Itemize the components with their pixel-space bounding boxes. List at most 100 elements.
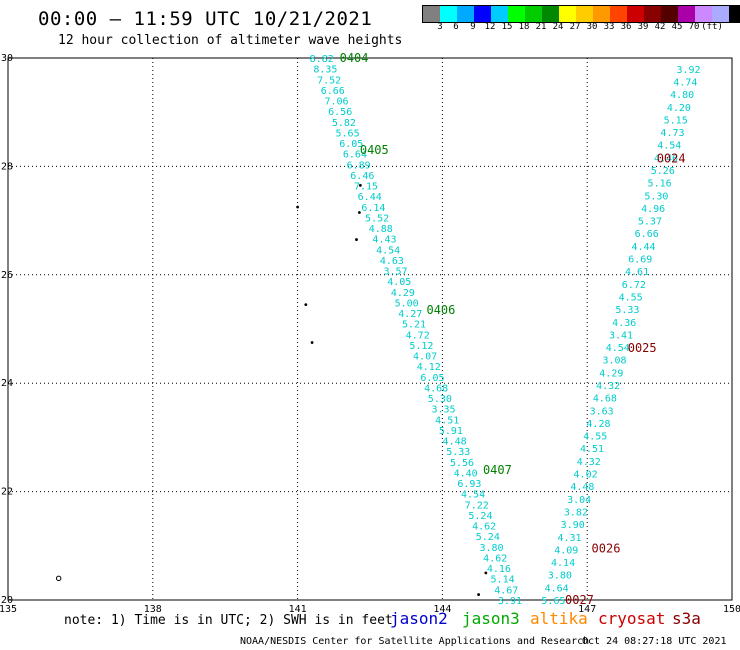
longitude-tick-label: 150 — [723, 604, 740, 615]
wave-height-value: 6.44 — [358, 192, 382, 203]
colorbar-swatch — [729, 6, 740, 22]
colorbar-swatch — [474, 6, 491, 22]
wave-height-value: 3.57 — [384, 267, 408, 278]
colorbar-swatch — [525, 6, 542, 22]
wave-height-value: 4.46 — [654, 153, 678, 164]
colorbar-swatch — [627, 6, 644, 22]
colorbar-labels: 3 6 9 12 15 18 21 24 27 30 33 36 39 42 45 70 (ft) — [422, 22, 740, 34]
wave-height-value: 5.65 — [541, 596, 565, 607]
wave-height-value: 3.08 — [603, 356, 627, 367]
longitude-tick-label: 147 — [578, 604, 596, 615]
wave-height-value: 4.64 — [545, 583, 569, 594]
colorbar-swatch — [457, 6, 474, 22]
wave-height-value: 3.91 — [498, 596, 522, 607]
wave-height-value: 5.52 — [365, 213, 389, 224]
wave-height-value: 5.14 — [491, 575, 515, 586]
longitude-tick-label: 135 — [0, 604, 17, 615]
wave-height-value: 4.51 — [580, 444, 604, 455]
wave-height-value: 5.91 — [439, 426, 463, 437]
island-marker — [55, 575, 62, 582]
latitude-tick-label: 30 — [1, 53, 13, 64]
footer-note: note: 1) Time is in UTC; 2) SWH is in fe… — [64, 613, 393, 628]
colorbar-swatch — [678, 6, 695, 22]
wave-height-value: 6.05 — [420, 373, 444, 384]
wave-height-value: 3.04 — [567, 495, 591, 506]
wave-height-value: 5.21 — [402, 320, 426, 331]
colorbar-label: 45 — [671, 22, 683, 32]
wave-height-value: 4.54 — [461, 490, 485, 501]
wave-height-value: 5.26 — [651, 166, 675, 177]
wave-height-value: 7.06 — [324, 97, 348, 108]
wave-height-value: 4.31 — [557, 533, 581, 544]
wave-height-value: 4.20 — [667, 103, 691, 114]
wave-height-value: 5.12 — [409, 341, 433, 352]
colorbar-swatch — [559, 6, 576, 22]
wave-height-value: 3.41 — [609, 330, 633, 341]
wave-height-value: 4.14 — [551, 558, 575, 569]
island-marker — [296, 205, 299, 209]
pass-number-label: 0026 — [592, 542, 621, 556]
colorbar-swatch — [712, 6, 729, 22]
wave-height-value: 5.65 — [336, 128, 360, 139]
island-marker — [357, 211, 361, 214]
wave-height-value: 4.44 — [631, 242, 655, 253]
wave-height-value: 5.24 — [476, 532, 500, 543]
pass-number-label: 0404 — [340, 51, 369, 65]
wave-height-value: 6.64 — [343, 150, 367, 161]
pass-number-label: 0024 — [657, 151, 686, 165]
wave-height-value: 7.15 — [354, 182, 378, 193]
wave-height-value: 4.32 — [596, 381, 620, 392]
wave-height-value: 4.12 — [417, 362, 441, 373]
wave-height-value: 3.90 — [561, 520, 585, 531]
wave-height-value: 4.68 — [424, 383, 448, 394]
wave-height-value: 4.29 — [391, 288, 415, 299]
colorbar-label: 30 — [586, 22, 598, 32]
colorbar-label: (ft) — [701, 22, 723, 32]
wave-height-value: 4.43 — [372, 235, 396, 246]
island-marker — [477, 593, 480, 596]
wave-height-value: 4.62 — [472, 522, 496, 533]
colorbar-label: 33 — [603, 22, 615, 32]
wave-height-value: 4.36 — [612, 318, 636, 329]
wave-height-value: 4.55 — [583, 432, 607, 443]
wave-height-value: 5.33 — [615, 305, 639, 316]
map-subtitle: 12 hour collection of altimeter wave hei… — [58, 33, 403, 48]
colorbar-label: 6 — [453, 22, 459, 32]
wave-height-value: 4.72 — [406, 330, 430, 341]
wave-height-value: 6.14 — [361, 203, 385, 214]
colorbar-swatch — [644, 6, 661, 22]
colorbar-swatch — [508, 6, 525, 22]
pass-number-label: 0407 — [483, 463, 512, 477]
legend-s3a: s3a — [672, 609, 701, 628]
pass-number-label: 0405 — [360, 143, 389, 157]
pass-number-label: 0025 — [628, 341, 657, 355]
colorbar-label: 3 — [437, 22, 443, 32]
wave-height-value: 4.96 — [641, 204, 665, 215]
wave-height-value: 6.56 — [328, 107, 352, 118]
wave-height-value: 4.32 — [577, 457, 601, 468]
wave-height-value: 6.69 — [628, 255, 652, 266]
longitude-tick-label: 144 — [433, 604, 451, 615]
wave-height-value: 3.82 — [564, 507, 588, 518]
colorbar-label: 15 — [501, 22, 513, 32]
wave-height-value: 4.68 — [593, 394, 617, 405]
wave-height-value: 4.40 — [454, 468, 478, 479]
wave-height-value: 5.24 — [468, 511, 492, 522]
latitude-tick-label: 22 — [1, 487, 13, 498]
colorbar-label: 21 — [535, 22, 547, 32]
map-frame — [7, 57, 733, 601]
colorbar-label: 39 — [637, 22, 649, 32]
wave-height-value: 5.82 — [332, 118, 356, 129]
colorbar-swatch — [695, 6, 712, 22]
wave-height-value: 4.05 — [387, 277, 411, 288]
colorbar-label: 9 — [470, 22, 476, 32]
wave-height-value: 6.93 — [457, 479, 481, 490]
wave-height-value: 5.30 — [428, 394, 452, 405]
latitude-tick-label: 26 — [1, 270, 13, 281]
wave-height-value: 3.63 — [590, 406, 614, 417]
wave-height-value: 5.00 — [395, 298, 419, 309]
wave-height-value: 5.33 — [446, 447, 470, 458]
wave-height-value: 6.66 — [635, 229, 659, 240]
wave-height-value: 6.66 — [321, 86, 345, 97]
